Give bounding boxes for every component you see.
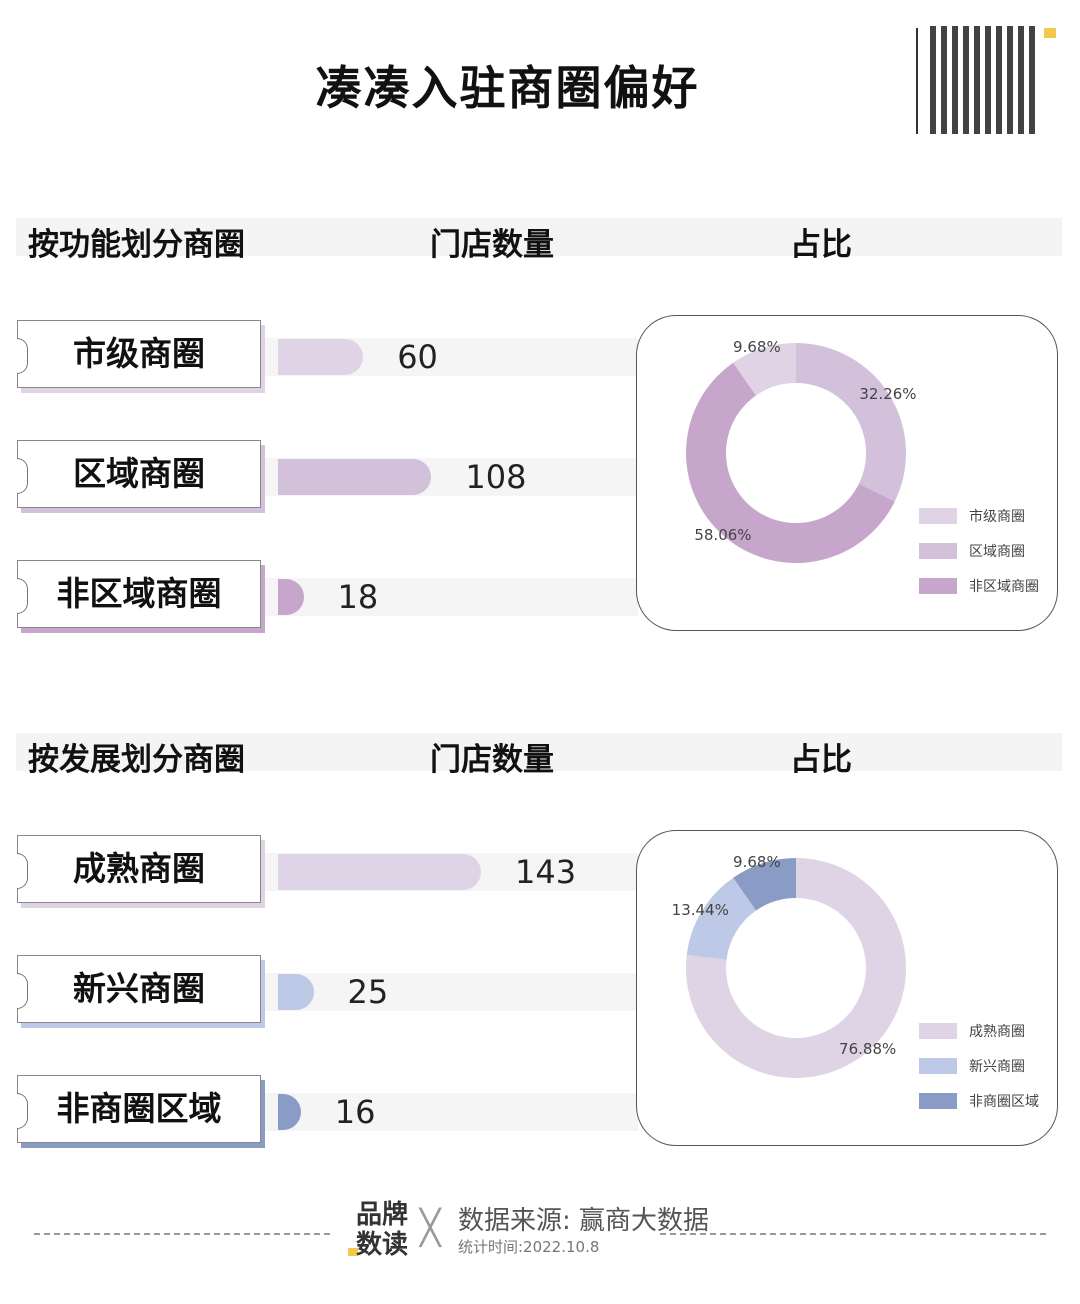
- legend-item: 成熟商圈: [919, 1021, 1025, 1041]
- donut-slice: [733, 343, 796, 396]
- bar: [278, 579, 304, 615]
- bar-track: [262, 973, 638, 1011]
- qr-code-icon: [930, 26, 1038, 134]
- donut-slice: [686, 877, 757, 960]
- donut-slice: [796, 343, 907, 502]
- category-label: 非商圈区域: [17, 1075, 261, 1143]
- column-header: 占比: [790, 742, 852, 778]
- accent-mark: [348, 1248, 358, 1256]
- column-header: 占比: [790, 227, 852, 263]
- percent-label: 32.26%: [859, 384, 917, 403]
- percent-label: 58.06%: [694, 526, 752, 545]
- donut-slice: [685, 362, 895, 564]
- legend-swatch: [919, 1058, 957, 1074]
- brand-logo: 品牌 数读: [356, 1200, 409, 1260]
- category-label: 成熟商圈: [17, 835, 261, 903]
- bar-value: 25: [347, 973, 389, 1011]
- bar: [278, 974, 314, 1010]
- bar: [278, 1094, 301, 1130]
- legend-item: 非商圈区域: [919, 1091, 1039, 1111]
- legend-item: 区域商圈: [919, 541, 1025, 561]
- donut-slice: [733, 857, 796, 911]
- bar: [278, 459, 432, 495]
- stat-date: 统计时间:2022.10.8: [458, 1238, 600, 1256]
- section-header: [16, 733, 1062, 771]
- percent-label: 9.68%: [733, 853, 781, 872]
- bar-value: 18: [337, 578, 379, 616]
- percent-label: 76.88%: [839, 1040, 897, 1059]
- category-label: 新兴商圈: [17, 955, 261, 1023]
- divider: [660, 1233, 1046, 1235]
- percent-label: 9.68%: [733, 338, 781, 357]
- category-label: 市级商圈: [17, 320, 261, 388]
- bar-value: 60: [397, 338, 438, 376]
- legend-swatch: [919, 1093, 957, 1109]
- bar-value: 108: [465, 458, 527, 496]
- divider: [916, 28, 918, 134]
- bar: [278, 854, 482, 890]
- bar: [278, 339, 364, 375]
- column-header: 门店数量: [430, 227, 554, 263]
- bar-value: 16: [334, 1093, 376, 1131]
- page-title: 凑凑入驻商圈偏好: [315, 61, 700, 115]
- category-label: 区域商圈: [17, 440, 261, 508]
- cross-icon: ╳: [420, 1208, 441, 1248]
- section-header: [16, 218, 1062, 256]
- percent-label: 13.44%: [671, 901, 729, 920]
- accent-mark: [1044, 28, 1056, 38]
- donut-slice: [686, 858, 906, 1078]
- legend-swatch: [919, 508, 957, 524]
- bar-track: [262, 578, 638, 616]
- column-header: 门店数量: [430, 742, 554, 778]
- legend-swatch: [919, 578, 957, 594]
- legend-item: 新兴商圈: [919, 1056, 1025, 1076]
- legend-swatch: [919, 1023, 957, 1039]
- column-header: 按发展划分商圈: [28, 742, 245, 778]
- bar-value: 143: [515, 853, 577, 891]
- category-label: 非区域商圈: [17, 560, 261, 628]
- data-source: 数据来源: 赢商大数据: [458, 1206, 710, 1236]
- divider: [34, 1233, 330, 1235]
- legend-swatch: [919, 543, 957, 559]
- bar-track: [262, 1093, 638, 1131]
- column-header: 按功能划分商圈: [28, 227, 245, 263]
- legend-item: 市级商圈: [919, 506, 1025, 526]
- legend-item: 非区域商圈: [919, 576, 1039, 596]
